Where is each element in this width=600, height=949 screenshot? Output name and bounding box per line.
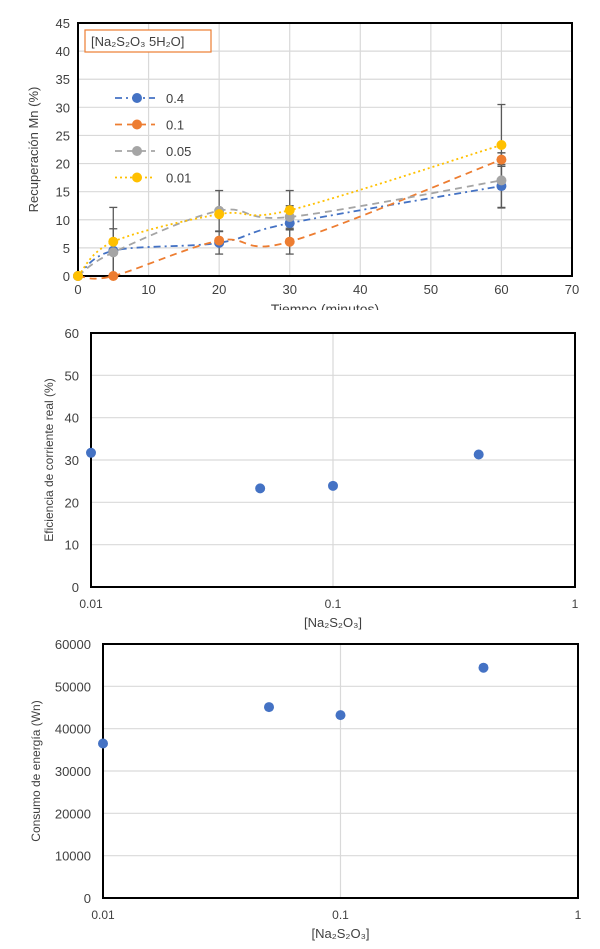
x-tick-label: 40 (353, 282, 367, 297)
y-tick-label: 20 (65, 495, 79, 510)
y-tick-label: 10000 (55, 849, 91, 864)
legend-marker-0.1 (132, 119, 142, 130)
y-tick-label: 60 (65, 326, 79, 341)
x-tick-label: 10 (141, 282, 155, 297)
y-tick-label: 10 (56, 213, 70, 228)
x-tick-label: 0.1 (325, 597, 342, 611)
y-tick-label: 50 (65, 368, 79, 383)
x-axis-title: [Na₂S₂O₃] (304, 615, 362, 630)
y-tick-label: 25 (56, 128, 70, 143)
x-tick-label: 20 (212, 282, 226, 297)
y-axis-title: Recuperación Mn (%) (26, 87, 41, 213)
plot-area-border (77, 22, 573, 277)
y-tick-label: 0 (72, 580, 79, 595)
x-tick-label: 1 (572, 597, 579, 611)
legend-title-box (84, 29, 212, 53)
x-tick-label: 30 (282, 282, 296, 297)
x-tick-label: 70 (565, 282, 579, 297)
data-point (255, 483, 266, 494)
y-tick-label: 30 (56, 100, 70, 115)
y-tick-label: 60000 (55, 637, 91, 652)
y-tick-label: 0 (84, 891, 91, 906)
y-tick-label: 10 (65, 538, 79, 553)
y-tick-label: 15 (56, 185, 70, 200)
data-point (98, 738, 108, 749)
y-tick-label: 5 (63, 241, 70, 256)
plot-area-border (102, 643, 579, 899)
data-point-0.1 (108, 271, 119, 281)
y-axis-title: Consumo de energía (Wn) (29, 700, 43, 841)
data-point-0.01 (73, 271, 83, 281)
y-tick-label: 40 (56, 44, 70, 59)
y-tick-label: 30 (65, 453, 79, 468)
x-tick-label: 0 (74, 282, 81, 297)
data-point (264, 702, 275, 713)
legend-marker-0.4 (132, 93, 142, 103)
data-point (86, 447, 96, 458)
data-point (478, 662, 489, 673)
x-axis-title: [Na₂S₂O₃] (311, 926, 369, 941)
y-axis-title: Eficiencia de corriente real (%) (42, 378, 56, 541)
legend-label: 0.05 (166, 144, 191, 159)
data-point (473, 449, 484, 460)
data-point-0.05 (108, 247, 119, 258)
data-point (335, 710, 346, 721)
data-point-0.01 (214, 209, 225, 220)
x-tick-label: 0.01 (79, 597, 103, 611)
x-tick-label: 60 (494, 282, 508, 297)
data-point-0.01 (496, 140, 507, 151)
legend-title: [Na₂S₂O₃ 5H₂O] (91, 34, 184, 49)
legend-label: 0.1 (166, 118, 184, 133)
data-point-0.1 (496, 154, 507, 165)
y-tick-label: 40 (65, 411, 79, 426)
x-axis-title: Tiempo (minutos) (271, 301, 379, 310)
data-point-0.1 (214, 235, 225, 246)
recovery-line-chart: 0 5 10 15 20 25 30 35 40 45 0 10 20 30 40 50 60 70 Tiempo … (26, 16, 579, 310)
legend-label: 0.4 (166, 91, 184, 106)
data-point (328, 480, 338, 491)
y-tick-label: 30000 (55, 764, 91, 779)
data-point-0.01 (284, 205, 295, 216)
x-tick-label: 0.1 (332, 908, 349, 922)
y-tick-label: 45 (56, 16, 70, 31)
legend-label: 0.01 (166, 171, 191, 186)
data-point-0.01 (108, 236, 119, 247)
series-line-0.1 (77, 158, 502, 280)
y-tick-label: 50000 (55, 679, 91, 694)
y-tick-label: 0 (63, 269, 70, 284)
y-tick-label: 35 (56, 72, 70, 87)
y-tick-label: 40000 (55, 722, 91, 737)
y-tick-label: 20 (56, 157, 70, 172)
legend-marker-0.05 (132, 146, 142, 156)
y-tick-label: 20000 (55, 806, 91, 821)
data-point-0.1 (284, 236, 295, 247)
x-tick-label: 1 (575, 908, 582, 922)
legend-marker-0.01 (132, 172, 142, 183)
data-point-0.05 (496, 175, 507, 186)
plot-area-border (90, 332, 576, 588)
x-tick-label: 0.01 (91, 908, 115, 922)
x-tick-label: 50 (424, 282, 438, 297)
